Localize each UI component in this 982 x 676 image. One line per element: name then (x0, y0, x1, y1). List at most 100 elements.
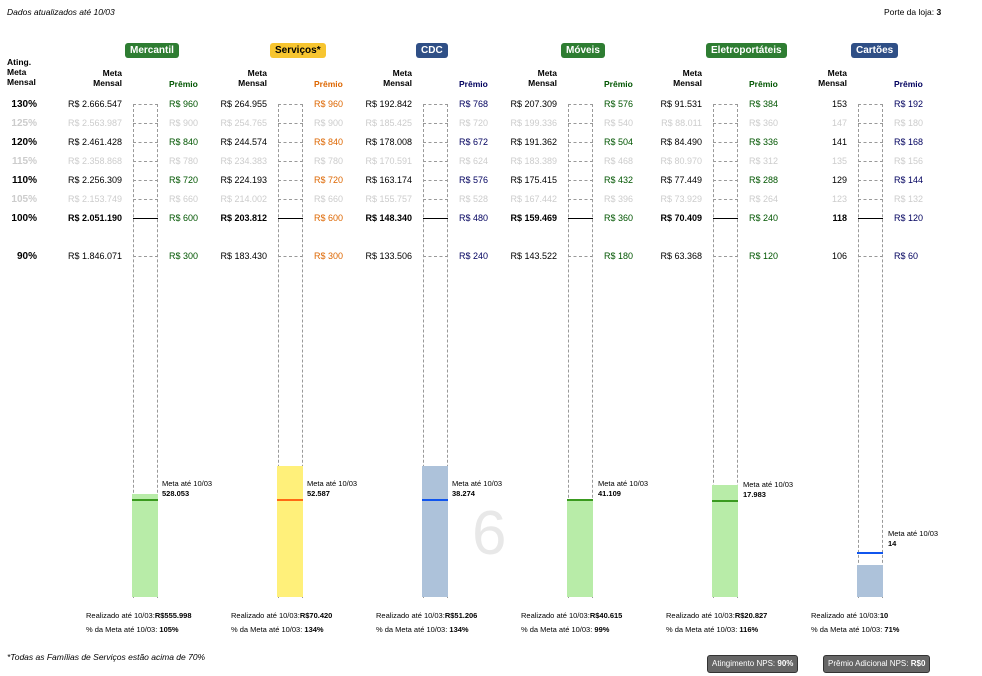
family-5-goal-5: 123 (831, 194, 847, 204)
family-5-prize-3: R$ 156 (894, 156, 924, 166)
family-4-prize-2: R$ 336 (749, 137, 779, 147)
family-0-meta-header-2: Mensal (93, 78, 122, 88)
achievement-level-6: 100% (11, 213, 37, 224)
family-5-tick-3 (858, 161, 883, 162)
achievement-header-line-3: Mensal (7, 77, 36, 87)
family-1-goal-1: R$ 254.765 (220, 118, 267, 128)
family-0-realized-value: R$555.998 (154, 611, 192, 620)
family-5-tick-90 (858, 256, 883, 257)
family-5-column-box (858, 104, 883, 598)
family-5-prize-0: R$ 192 (894, 99, 924, 109)
family-0-meta-line (132, 499, 158, 501)
family-3-realized-bar (567, 499, 593, 597)
family-0-prize-header: Prêmio (169, 79, 198, 89)
family-2-prize-6: R$ 480 (459, 213, 489, 223)
family-5-tick-5 (858, 199, 883, 200)
family-1-meta-line (277, 499, 303, 501)
family-3-meta-header: Meta Mensal (521, 68, 557, 88)
family-2-meta-header-2: Mensal (383, 78, 412, 88)
achievement-level-0: 130% (11, 99, 37, 110)
family-4-goal-4: R$ 77.449 (660, 175, 702, 185)
family-0-pct-line: % da Meta até 10/03: 105% (86, 623, 192, 637)
family-2-pct-line: % da Meta até 10/03: 134% (376, 623, 477, 637)
family-4-realized-label: Realizado até 10/03: (666, 611, 735, 620)
family-2-goal-6: R$ 148.340 (365, 213, 412, 223)
family-0-tick-6 (133, 218, 158, 219)
family-2-tick-6 (423, 218, 448, 219)
family-0-prize-2: R$ 840 (169, 137, 199, 147)
family-3-badge: Móveis (561, 43, 605, 58)
family-4-pct-value: 116% (739, 625, 759, 634)
family-3-prize-7: R$ 180 (604, 251, 634, 261)
family-1-tick-3 (278, 161, 303, 162)
family-0-realized-info: Realizado até 10/03:R$555.998% da Meta a… (86, 609, 192, 637)
family-3-pct-value: 99% (594, 625, 610, 634)
family-3-prize-3: R$ 468 (604, 156, 634, 166)
family-0-badge: Mercantil (125, 43, 179, 58)
store-size: Porte da loja: 3 (884, 7, 941, 17)
family-2-tick-5 (423, 199, 448, 200)
family-5-tick-6 (858, 218, 883, 219)
family-1-pct-line: % da Meta até 10/03: 134% (231, 623, 332, 637)
family-0-goal-0: R$ 2.666.547 (67, 99, 122, 109)
family-0-realized-bar (132, 494, 158, 597)
family-3-column-box (568, 104, 593, 598)
family-0-tick-2 (133, 142, 158, 143)
family-2-goal-5: R$ 155.757 (365, 194, 412, 204)
achievement-level-4: 110% (11, 175, 37, 186)
family-5-goal-7: 106 (831, 251, 847, 261)
family-2-goal-3: R$ 170.591 (365, 156, 412, 166)
family-1-realized-value: R$70.420 (299, 611, 333, 620)
family-3-realized-value: R$40.615 (589, 611, 623, 620)
family-5-goal-6: 118 (832, 213, 847, 223)
family-3-meta-label: Meta até 10/03 41.109 (598, 479, 648, 499)
family-4-prize-0: R$ 384 (749, 99, 779, 109)
family-3-goal-2: R$ 191.362 (510, 137, 557, 147)
family-1-meta-value: 52.587 (307, 489, 330, 498)
family-4-goal-3: R$ 80.970 (660, 156, 702, 166)
family-1-realized-label: Realizado até 10/03: (231, 611, 300, 620)
family-3-realized-label: Realizado até 10/03: (521, 611, 590, 620)
family-0-goal-5: R$ 2.153.749 (67, 194, 122, 204)
family-3-goal-0: R$ 207.309 (510, 99, 557, 109)
family-5-goal-2: 141 (831, 137, 847, 147)
family-2-prize-0: R$ 768 (459, 99, 489, 109)
family-1-goal-6: R$ 203.812 (220, 213, 267, 223)
nps-bonus-value: R$0 (910, 659, 926, 668)
family-2-realized-bar (422, 466, 448, 597)
family-0-pct-label: % da Meta até 10/03: (86, 625, 158, 634)
family-0-tick-5 (133, 199, 158, 200)
family-0-goal-1: R$ 2.563.987 (67, 118, 122, 128)
family-4-tick-2 (713, 142, 738, 143)
family-4-meta-header-2: Mensal (673, 78, 702, 88)
achievement-header-line-2: Meta (7, 67, 27, 77)
family-1-goal-0: R$ 264.955 (220, 99, 267, 109)
family-3-meta-header-1: Meta (537, 68, 557, 78)
family-2-meta-header-1: Meta (392, 68, 412, 78)
family-5-meta-label: Meta até 10/03 14 (888, 529, 938, 549)
family-3-meta-value: 41.109 (598, 489, 621, 498)
nps-achievement-badge: Atingimento NPS: 90% (707, 655, 799, 673)
family-4-goal-6: R$ 70.409 (660, 213, 702, 223)
family-1-realized-line: Realizado até 10/03:R$70.420 (231, 609, 332, 623)
family-2-realized-value: R$51.206 (444, 611, 478, 620)
family-1-meta-header-2: Mensal (238, 78, 267, 88)
family-4-meta-label-text: Meta até 10/03 (743, 480, 794, 489)
store-size-value: 3 (936, 7, 942, 17)
family-4-prize-5: R$ 264 (749, 194, 779, 204)
family-3-meta-label-text: Meta até 10/03 (598, 479, 649, 488)
family-0-realized-line: Realizado até 10/03:R$555.998 (86, 609, 192, 623)
family-4-goal-2: R$ 84.490 (660, 137, 702, 147)
family-4-pct-label: % da Meta até 10/03: (666, 625, 738, 634)
family-2-tick-4 (423, 180, 448, 181)
achievement-level-3: 115% (11, 156, 37, 167)
family-1-tick-2 (278, 142, 303, 143)
family-0-meta-label-text: Meta até 10/03 (162, 479, 213, 488)
family-5-goal-0: 153 (831, 99, 847, 109)
family-4-meta-header: Meta Mensal (666, 68, 702, 88)
family-3-tick-3 (568, 161, 593, 162)
watermark: 6 (472, 499, 507, 568)
family-4-meta-label: Meta até 10/03 17.983 (743, 480, 793, 500)
achievement-level-5: 105% (11, 194, 37, 205)
family-4-goal-0: R$ 91.531 (660, 99, 702, 109)
